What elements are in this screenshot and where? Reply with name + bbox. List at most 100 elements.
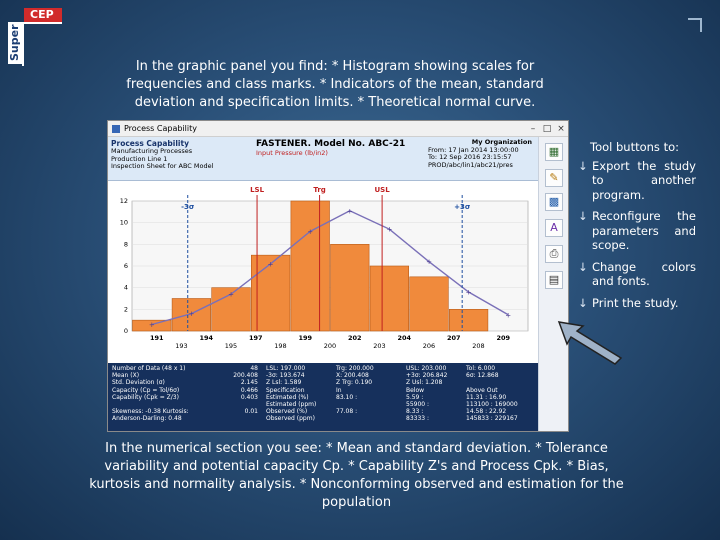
stats-row: Capacity (Cp = Tol/6σ) 0.466 Specification… <box>112 387 536 394</box>
stats-cell: 48 <box>250 365 258 372</box>
close-button[interactable]: × <box>557 123 565 134</box>
class-mark-label: 199 <box>298 334 312 342</box>
note-item: ↓ Reconfigure the parameters and scope. <box>578 209 696 253</box>
logo-super-text: Super <box>8 22 22 64</box>
note-item: ↓ Export the study to another program. <box>578 159 696 203</box>
stats-cell: 14.58 : 22.92 <box>466 408 507 416</box>
stats-cell: LSL: 197.000 <box>266 365 306 372</box>
stats-row: Anderson-Darling: 0.48 Observed (ppm) 8333… <box>112 415 536 422</box>
class-mark-label: 202 <box>348 334 362 342</box>
y-tick-label: 12 <box>120 197 128 205</box>
maximize-button[interactable]: □ <box>542 123 552 134</box>
tool-buttons-notes: Tool buttons to: ↓ Export the study to a… <box>578 140 696 317</box>
date-from: From: 17 Jan 2014 13:00:00 <box>428 145 519 154</box>
curve-point-marker: + <box>228 291 234 299</box>
graphic-panel-description: In the graphic panel you find: * Histogr… <box>126 59 544 110</box>
class-mark-label: 203 <box>373 342 385 350</box>
header-line: Inspection Sheet for ABC Model <box>111 162 214 170</box>
notes-heading: Tool buttons to: <box>590 140 679 154</box>
stats-cell: Number of Data (48 x 1) <box>112 365 186 372</box>
stats-cell: Std. Deviation (σ) <box>112 379 165 387</box>
stats-cell: -3σ: 193.674 <box>266 372 305 380</box>
note-text: Change colors and fonts. <box>592 259 696 289</box>
logo-line-horizontal <box>22 22 62 24</box>
data-path: PROD/abc/lin1/abc21/pres <box>428 160 513 169</box>
histogram-bar <box>448 309 489 332</box>
reconfigure-icon[interactable]: ✎ <box>545 169 563 187</box>
chart-icon[interactable]: ▩ <box>545 193 563 211</box>
export-icon[interactable]: ▦ <box>545 143 563 161</box>
curve-point-marker: + <box>149 321 155 329</box>
down-arrow-icon: ↓ <box>578 259 588 274</box>
marker-label: +3σ <box>454 203 471 211</box>
stats-cell: Z Trg: 0.190 <box>336 379 373 387</box>
stats-cell: Observed (ppm) <box>266 415 315 423</box>
stats-cell: 83.10 : <box>336 393 358 401</box>
logo-line-vertical <box>22 22 24 66</box>
stats-cell: Z Lsl: 1.589 <box>266 379 302 387</box>
tool-buttons: ▦ ✎ ▩ A ⎙ ▤ <box>538 137 568 431</box>
curve-point-marker: + <box>505 311 511 319</box>
down-arrow-icon: ↓ <box>578 209 588 223</box>
histogram-bar <box>251 254 291 332</box>
down-arrow-icon: ↓ <box>578 158 588 173</box>
stats-cell: 6σ: 12.868 <box>466 372 499 380</box>
marker-label: LSL <box>250 186 265 194</box>
stats-cell: 2.145 <box>240 379 258 387</box>
class-mark-label: 209 <box>496 334 510 342</box>
stats-cell: 0.01 <box>244 408 258 416</box>
stats-cell <box>230 401 258 408</box>
curve-point-marker: + <box>347 207 353 215</box>
curve-point-marker: + <box>307 228 313 236</box>
stats-cell: USL: 203.000 <box>406 365 447 372</box>
stats-cell: 83333 : <box>406 415 430 423</box>
histogram-bar <box>409 276 449 332</box>
class-mark-label: 193 <box>175 342 187 350</box>
stats-cell <box>336 415 406 422</box>
pointer-arrow-icon <box>557 321 623 365</box>
class-mark-label: 206 <box>423 342 435 350</box>
stats-cell <box>230 415 258 422</box>
note-text: Export the study to another program. <box>592 158 696 202</box>
variable-name: Input Pressure (lb/in2) <box>256 149 328 157</box>
stats-cell: 200.408 <box>233 372 258 380</box>
histogram-chart: 0 2 4 6 8 10 12 + + + + + + + + + + -3σ LSL Trg USL +3σ 191 194… <box>120 186 529 350</box>
numerical-section-description: In the numerical section you see: * Mean… <box>89 441 624 510</box>
stats-cell: Tol: 6.000 <box>466 365 496 372</box>
stats-row: Estimated (ppm) 55900 : 113100 : 169000 <box>112 401 536 408</box>
print-icon[interactable]: ⎙ <box>545 245 563 263</box>
font-icon[interactable]: A <box>545 219 563 237</box>
y-tick-label: 6 <box>124 262 128 270</box>
stats-cell: 0.403 <box>240 393 258 401</box>
marker-label: Trg <box>313 186 325 194</box>
logo-cep-text: CEP <box>30 8 54 21</box>
report-type-title: Process Capability <box>111 139 189 148</box>
note-text: Reconfigure the parameters and scope. <box>592 209 696 252</box>
y-tick-label: 2 <box>124 305 128 313</box>
window-title: Process Capability <box>124 124 197 133</box>
marker-label: -3σ <box>181 203 195 211</box>
stats-cell: Anderson-Darling: 0.48 <box>112 415 182 423</box>
y-tick-label: 4 <box>124 284 128 292</box>
histogram-bar <box>290 200 330 332</box>
class-mark-label: 204 <box>397 334 411 342</box>
normal-curve <box>151 209 509 326</box>
class-mark-label: 200 <box>324 342 336 350</box>
minimize-button[interactable]: – <box>530 123 536 134</box>
stats-cell: 55900 : <box>406 401 430 409</box>
stats-cell: Z Usl: 1.208 <box>406 379 443 387</box>
stats-cell: Above Out <box>466 386 498 394</box>
curve-point-marker: + <box>386 226 392 234</box>
organization-name: My Organization <box>471 138 532 146</box>
stats-cell: Observed (%) <box>266 408 308 416</box>
date-to: To: 12 Sep 2016 23:15:57 <box>428 153 512 161</box>
window-titlebar: Process Capability – □ × <box>108 121 568 137</box>
stats-cell <box>466 379 526 386</box>
histogram-bar <box>369 265 410 332</box>
note-item: ↓ Print the study. <box>578 296 696 311</box>
stats-cell: Capacity (Cp = Tol/6σ) <box>112 386 180 394</box>
logo-red-bar <box>24 8 62 22</box>
page-icon[interactable]: ▤ <box>545 271 563 289</box>
class-mark-label: 195 <box>225 342 237 350</box>
report-header-left: Process Capability Manufacturing Process… <box>111 139 251 171</box>
